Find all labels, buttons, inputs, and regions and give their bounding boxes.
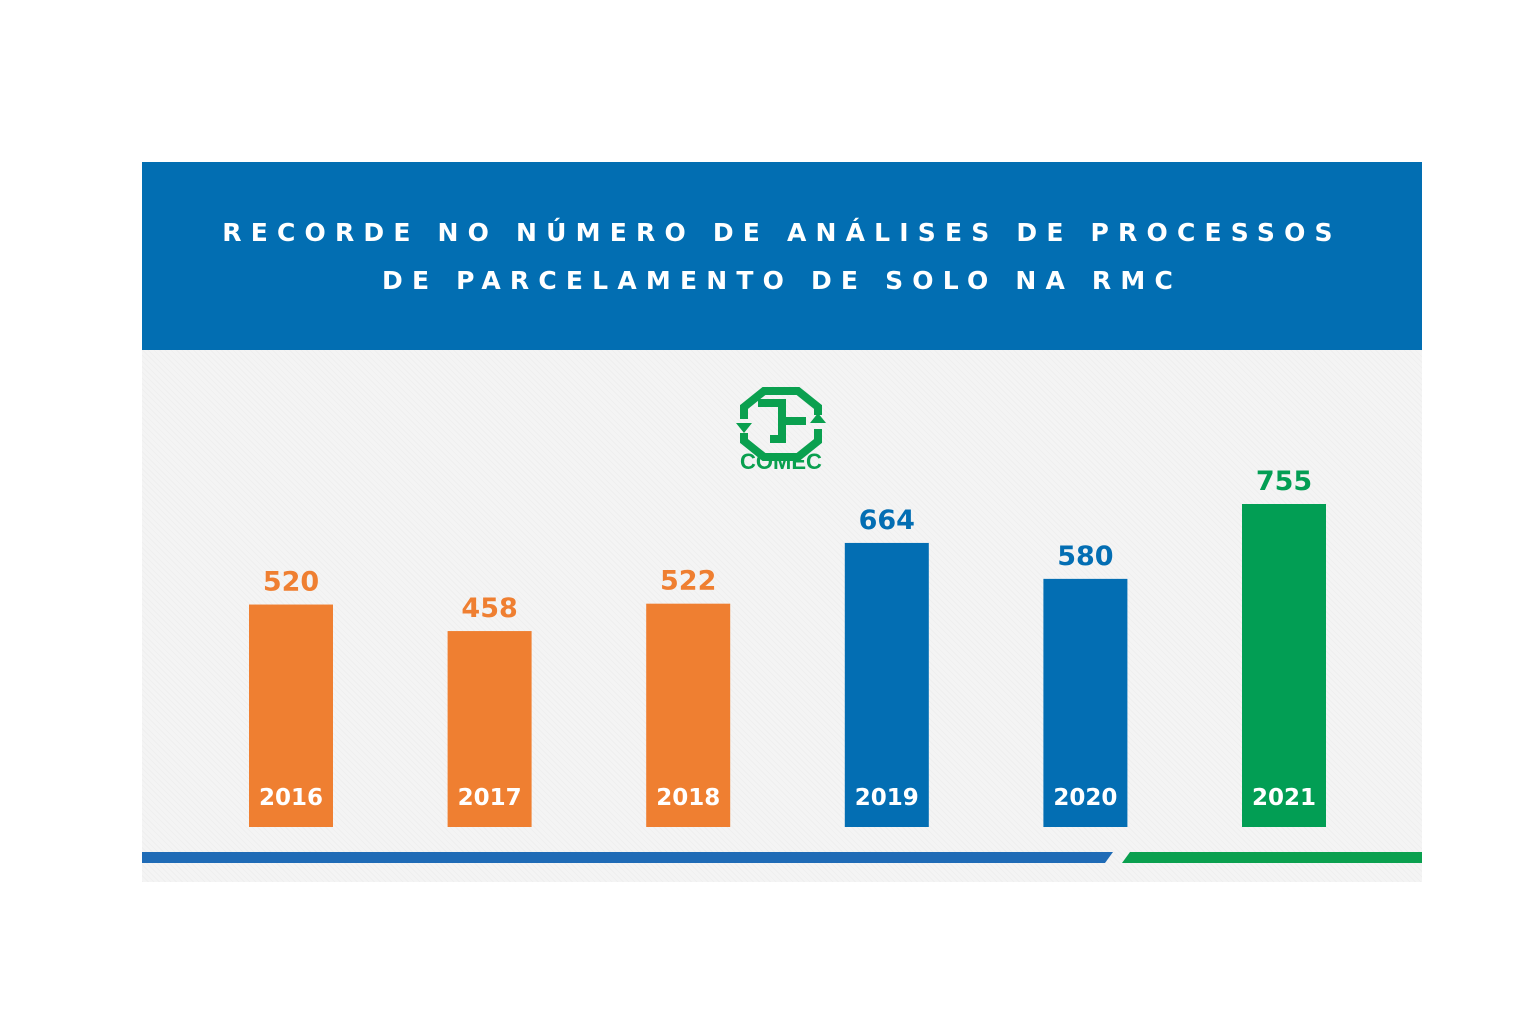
footer-stripe-green [1122, 852, 1422, 863]
footer-stripe-blue [142, 852, 1113, 863]
comec-logo-text: COMEC [740, 449, 822, 474]
category-label-2018: 2018 [656, 785, 720, 811]
value-label-2020: 580 [1057, 541, 1113, 572]
value-label-2017: 458 [461, 593, 517, 624]
bar-2017 [447, 631, 532, 827]
category-label-2021: 2021 [1252, 785, 1316, 811]
comec-logo-icon [736, 387, 826, 461]
value-label-2018: 522 [660, 566, 716, 597]
value-label-2021: 755 [1256, 466, 1312, 497]
bar-2018 [646, 603, 731, 827]
category-label-2017: 2017 [458, 785, 522, 811]
header-banner: RECORDE NO NÚMERO DE ANÁLISES DE PROCESS… [142, 162, 1422, 350]
infographic-card: RECORDE NO NÚMERO DE ANÁLISES DE PROCESS… [142, 162, 1422, 882]
category-label-2016: 2016 [259, 785, 323, 811]
bar-2019 [844, 542, 929, 827]
category-label-2019: 2019 [855, 785, 919, 811]
value-label-2016: 520 [263, 567, 319, 598]
bar-2021 [1242, 504, 1326, 827]
title-line-2: DE PARCELAMENTO DE SOLO NA RMC [382, 266, 1182, 295]
value-label-2019: 664 [859, 505, 915, 536]
bar-2020 [1043, 578, 1128, 827]
bar-chart: 520 2016 458 2017 522 2018 664 2019 580 2020 755 20… [142, 466, 1422, 863]
bars-layer: 520 2016 458 2017 522 2018 664 2019 580 2020 755 20… [249, 466, 1326, 827]
title-line-1: RECORDE NO NÚMERO DE ANÁLISES DE PROCESS… [222, 218, 1342, 247]
bar-2016 [249, 604, 333, 827]
category-label-2020: 2020 [1053, 785, 1117, 811]
